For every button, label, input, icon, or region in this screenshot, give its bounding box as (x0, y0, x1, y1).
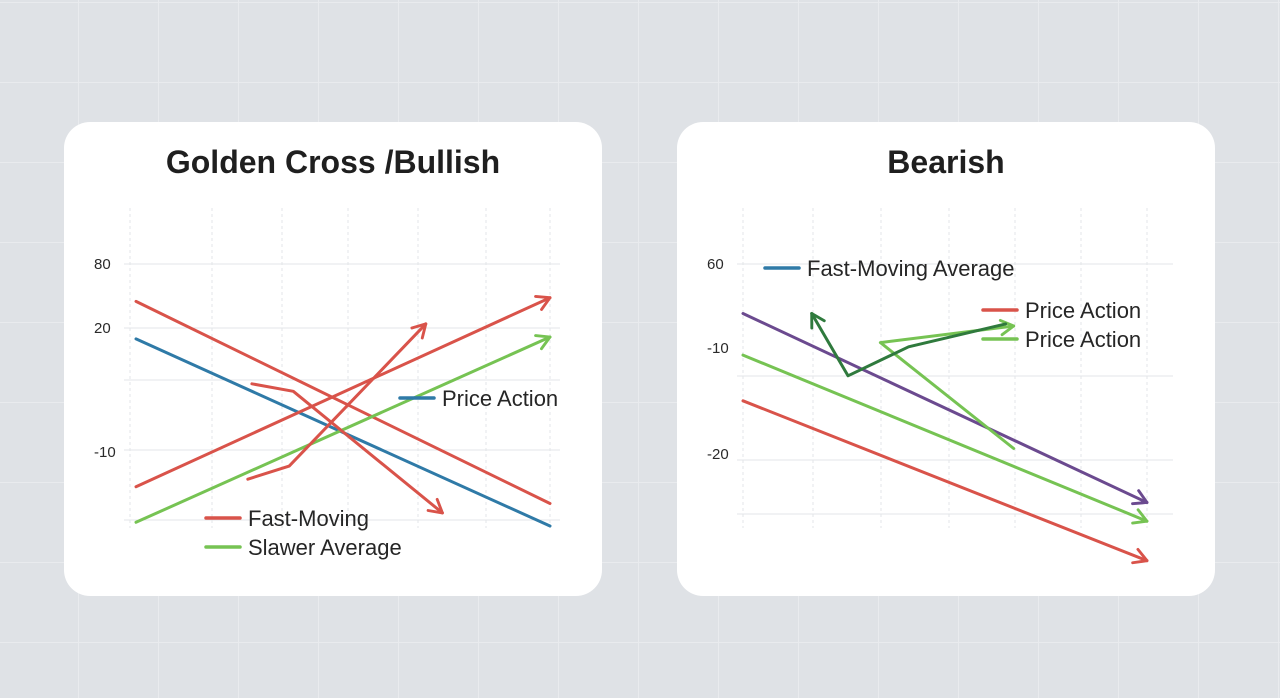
legend-label: Price Action (1025, 327, 1141, 352)
legend-label: Price Action (442, 386, 558, 411)
series-line (810, 312, 1008, 378)
series-line (134, 334, 552, 524)
y-tick-label: 60 (707, 256, 724, 273)
legend-label: Fast-Moving (248, 506, 369, 531)
chart-title: Bearish (887, 144, 1005, 180)
series-line (741, 353, 1149, 525)
y-tick-label: -20 (707, 446, 729, 463)
chart-title: Golden Cross /Bullish (165, 144, 501, 180)
series-line (134, 294, 552, 489)
y-tick-label: -10 (707, 340, 729, 357)
legend-label: Price Action (1025, 298, 1141, 323)
y-tick-label: -10 (94, 444, 116, 461)
golden-cross-chart: 80 20 -10 Price Action Fast-Moving Slawer Ave… (94, 208, 560, 560)
series-line (134, 299, 552, 505)
series-line (741, 312, 1149, 506)
bearish-chart: 60 -10 -20 Fast-Moving Average Price Action P… (707, 208, 1173, 565)
series-line (246, 322, 428, 481)
chart-card-bearish: Bearish 60 -10 -20 Fast-Moving Average Price… (677, 122, 1215, 596)
y-tick-label: 20 (94, 320, 111, 337)
chart-card-golden-cross: Golden Cross /Bullish 80 20 -10 Price Actio… (64, 122, 602, 596)
legend-label: Fast-Moving Average (807, 256, 1014, 281)
series-line (250, 382, 444, 515)
y-tick-label: 80 (94, 256, 111, 273)
legend-label: Slawer Average (248, 535, 402, 560)
series-line (741, 399, 1149, 565)
